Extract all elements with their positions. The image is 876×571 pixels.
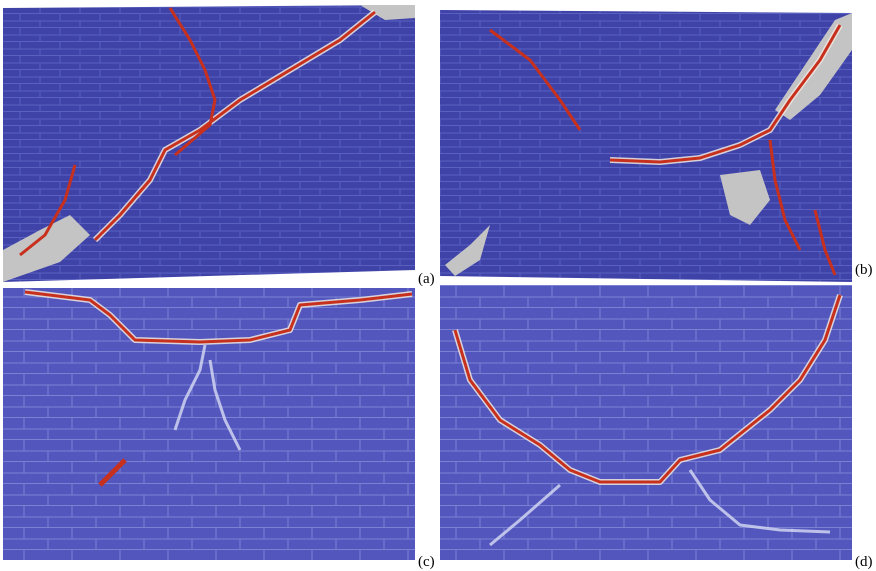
wall-image (3, 288, 415, 560)
panel-label: (b) (855, 262, 873, 278)
wall-image (440, 10, 852, 282)
page: (a) (b) (c) (d) (() => { const data = JS… (0, 0, 876, 571)
panel-b: (b) (440, 10, 873, 282)
panel-label: (a) (418, 271, 435, 287)
figure: (a) (b) (c) (d) (0, 0, 876, 571)
panel-a: (a) (3, 5, 435, 287)
panel-label: (d) (855, 554, 873, 570)
panel-d: (d) (440, 285, 873, 570)
panel-c: (c) (3, 288, 435, 570)
panel-label: (c) (418, 554, 435, 570)
